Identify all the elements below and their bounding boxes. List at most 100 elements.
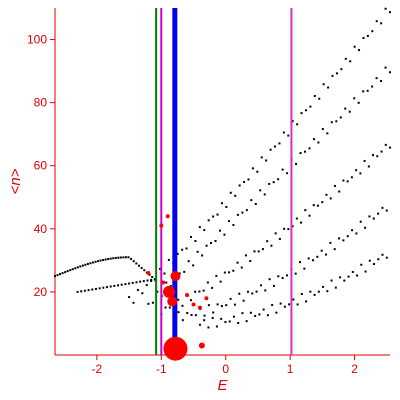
data-point (232, 269, 235, 272)
data-point (202, 289, 205, 292)
data-point (165, 281, 168, 284)
data-point (299, 261, 302, 264)
y-tick-label: 60 (34, 159, 48, 173)
data-point (330, 279, 333, 282)
data-point (254, 202, 257, 205)
data-point (81, 264, 84, 267)
data-point (207, 326, 210, 329)
highlight-point (191, 302, 196, 307)
data-point (367, 165, 370, 168)
data-point (317, 290, 320, 293)
data-point (294, 272, 297, 275)
data-point (274, 145, 277, 148)
data-point (163, 272, 166, 275)
data-point (156, 290, 159, 293)
data-point (150, 278, 153, 281)
data-point (97, 260, 100, 263)
data-point (366, 34, 369, 37)
data-point (317, 141, 320, 144)
data-point (229, 297, 232, 300)
data-point (385, 256, 388, 259)
data-point (355, 169, 358, 172)
data-point (360, 263, 363, 266)
y-axis-label: <n> (7, 168, 24, 194)
y-tick-label: 80 (34, 96, 48, 110)
data-point (192, 264, 195, 267)
data-point (325, 253, 328, 256)
data-point (291, 225, 294, 228)
data-point (80, 290, 83, 293)
y-tick-label: 20 (34, 285, 48, 299)
data-point (309, 290, 312, 293)
data-point (381, 253, 384, 256)
data-point (300, 221, 303, 224)
data-point (258, 313, 261, 316)
data-point (251, 292, 254, 295)
data-point (246, 290, 249, 293)
data-point (109, 257, 112, 260)
data-point (220, 202, 223, 205)
data-point (114, 256, 117, 259)
data-point (292, 298, 295, 301)
data-point (245, 254, 248, 257)
data-point (389, 146, 391, 149)
data-point (186, 312, 189, 315)
data-point (177, 311, 180, 314)
x-tick-label: 0 (222, 362, 229, 376)
data-point (357, 101, 360, 104)
data-point (346, 180, 349, 183)
data-point (363, 159, 366, 162)
data-point (281, 168, 284, 171)
data-point (232, 315, 235, 318)
data-point (359, 220, 362, 223)
highlight-point (204, 296, 209, 301)
data-point (198, 323, 201, 326)
data-point (266, 240, 269, 243)
data-point (130, 257, 133, 260)
data-point (94, 287, 97, 290)
data-point (372, 154, 375, 157)
data-point (105, 286, 108, 289)
data-point (380, 22, 383, 25)
data-point (218, 229, 221, 232)
data-point (254, 314, 257, 317)
data-point (122, 256, 125, 259)
data-point (307, 257, 310, 260)
data-point (203, 319, 206, 322)
data-point (308, 214, 311, 217)
data-point (266, 314, 269, 317)
data-point (312, 204, 315, 207)
data-point (377, 258, 380, 261)
data-point (375, 20, 378, 23)
data-point (245, 320, 248, 323)
data-point (269, 148, 272, 151)
data-point (342, 179, 345, 182)
data-point (113, 284, 116, 287)
data-point (74, 267, 77, 270)
data-point (268, 278, 271, 281)
data-point (194, 240, 197, 243)
data-point (295, 162, 298, 165)
data-point (313, 293, 316, 296)
data-point (87, 289, 90, 292)
data-point (211, 286, 214, 289)
data-point (347, 275, 350, 278)
highlight-point (146, 270, 151, 275)
data-point (334, 286, 337, 289)
data-point (145, 284, 148, 287)
data-point (359, 172, 362, 175)
data-point (136, 289, 139, 292)
data-point (279, 302, 282, 305)
data-point (94, 260, 97, 263)
data-point (278, 142, 281, 145)
data-point (169, 284, 172, 287)
data-point (185, 247, 188, 250)
y-tick-label: 100 (27, 33, 47, 47)
highlight-point (197, 305, 202, 310)
data-point (259, 189, 262, 192)
data-point (281, 277, 284, 280)
data-point (234, 194, 237, 197)
data-point (109, 285, 112, 288)
data-point (238, 184, 241, 187)
data-point (236, 213, 239, 216)
